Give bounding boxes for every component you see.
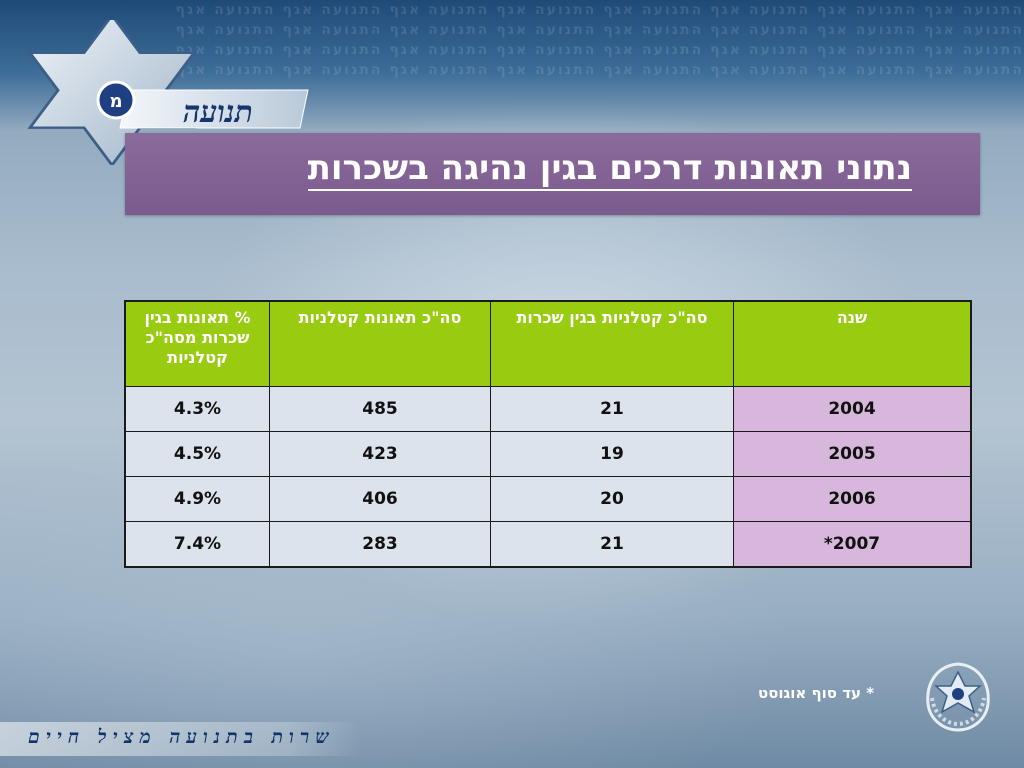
year-cell: 2006 xyxy=(733,476,972,522)
title-banner: נתוני תאונות דרכים בגין נהיגה בשכרות xyxy=(125,133,980,215)
year-cell: 2007* xyxy=(733,521,972,568)
column-header-year: שנה xyxy=(733,300,972,387)
total-fatal-cell: 485 xyxy=(269,386,491,432)
percent-cell: 7.4% xyxy=(124,521,270,568)
header-pattern-text: התנועה אגף התנועה אגף התנועה אגף התנועה … xyxy=(175,42,1024,58)
fatal-drunk-cell: 21 xyxy=(490,386,734,432)
total-fatal-cell: 406 xyxy=(269,476,491,522)
fatal-drunk-cell: 21 xyxy=(490,521,734,568)
slogan-text: שרות בתנועה מציל חיים xyxy=(28,726,335,748)
fatal-drunk-cell: 20 xyxy=(490,476,734,522)
header-pattern-text: התנועה אגף התנועה אגף התנועה אגף התנועה … xyxy=(175,22,1024,38)
header-pattern-text: התנועה אגף התנועה אגף התנועה אגף התנועה … xyxy=(175,62,1024,78)
column-header-percent: % תאונות בגין שכרות מסה"כ קטלניות xyxy=(124,300,270,387)
percent-cell: 4.3% xyxy=(124,386,270,432)
traffic-police-logo: מ תנועה xyxy=(8,13,318,168)
percent-cell: 4.9% xyxy=(124,476,270,522)
table-row: 2004 21 485 4.3% xyxy=(124,386,972,432)
year-cell: 2004 xyxy=(733,386,972,432)
header-pattern-text: התנועה אגף התנועה אגף התנועה אגף התנועה … xyxy=(175,2,1024,18)
total-fatal-cell: 283 xyxy=(269,521,491,568)
slogan-bar xyxy=(0,722,360,756)
table-row: 2005 19 423 4.5% xyxy=(124,431,972,477)
table-row: 2007* 21 283 7.4% xyxy=(124,521,972,568)
drunk-driving-accidents-table: שנה סה"כ קטלניות בגין שכרות סה"כ תאונות … xyxy=(124,300,972,568)
footnote: * עד סוף אוגוסט xyxy=(758,684,875,702)
percent-cell: 4.5% xyxy=(124,431,270,477)
table-row: 2006 20 406 4.9% xyxy=(124,476,972,522)
page-title: נתוני תאונות דרכים בגין נהיגה בשכרות xyxy=(307,149,912,191)
column-header-total-fatal: סה"כ תאונות קטלניות xyxy=(269,300,491,387)
svg-text:מ: מ xyxy=(109,91,122,112)
column-header-fatal-drunk: סה"כ קטלניות בגין שכרות xyxy=(490,300,734,387)
year-cell: 2005 xyxy=(733,431,972,477)
table-header-row: שנה סה"כ קטלניות בגין שכרות סה"כ תאונות … xyxy=(124,300,972,387)
fatal-drunk-cell: 19 xyxy=(490,431,734,477)
logo-text: תנועה xyxy=(183,95,253,130)
police-emblem-icon xyxy=(918,658,998,734)
total-fatal-cell: 423 xyxy=(269,431,491,477)
